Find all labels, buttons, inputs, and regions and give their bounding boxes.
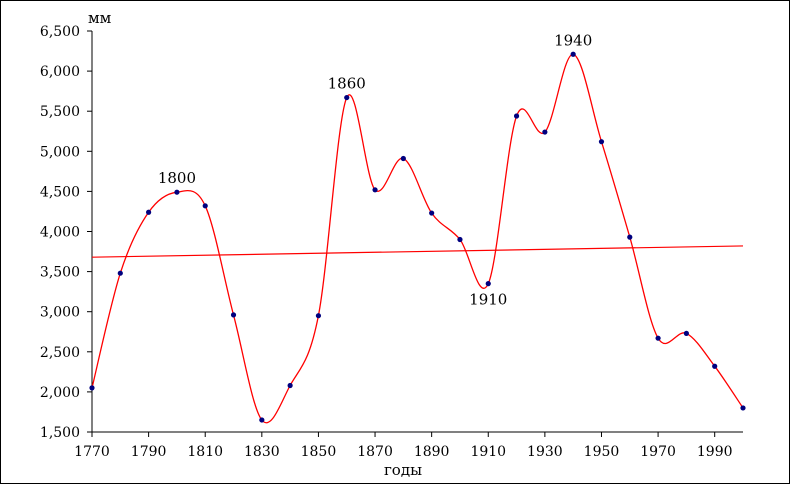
data-point — [485, 281, 491, 287]
data-point — [174, 189, 180, 195]
x-tick-label: 1850 — [301, 444, 337, 460]
data-point — [230, 312, 237, 318]
data-point — [89, 385, 95, 391]
y-tick-label: 4,500 — [40, 184, 80, 200]
y-tick-label: 5,000 — [40, 144, 80, 160]
data-point — [627, 234, 633, 240]
x-tick-label: 1810 — [187, 444, 223, 460]
ticks: 1,500 2,000 2,500 3,000 3,500 4,000 4,500 5,000… — [40, 24, 733, 460]
peak-label: 1940 — [554, 31, 592, 49]
trend-line — [91, 245, 744, 258]
data-point — [513, 113, 520, 119]
x-tick-label: 1770 — [74, 444, 110, 460]
markers — [89, 51, 746, 423]
y-tick-label: 6,500 — [40, 24, 80, 40]
peak-label: 1860 — [328, 75, 366, 93]
peak-label: 1800 — [158, 169, 196, 187]
y-tick-label: 5,500 — [40, 104, 80, 120]
x-tick-label: 1870 — [357, 444, 393, 460]
data-point — [542, 129, 548, 135]
x-tick-label: 1990 — [697, 444, 733, 460]
data-point — [287, 382, 293, 389]
data-point — [146, 209, 152, 215]
data-point — [655, 335, 661, 341]
trend — [91, 245, 744, 258]
y-tick-label: 3,500 — [40, 265, 80, 281]
data-point — [429, 210, 435, 216]
data-point — [683, 330, 689, 336]
data-point — [372, 187, 378, 193]
x-tick-label: 1830 — [244, 444, 280, 460]
data-point — [400, 155, 406, 162]
annotations: 1800 1860 1910 1940 — [158, 31, 592, 308]
data-point — [117, 270, 123, 276]
y-tick-label: 6,000 — [40, 64, 80, 80]
axes: мм годы — [88, 9, 743, 479]
y-tick-label: 4,000 — [40, 225, 80, 241]
x-tick-label: 1930 — [527, 444, 563, 460]
data-point — [712, 363, 718, 369]
data-point — [598, 139, 605, 145]
x-tick-label: 1970 — [640, 444, 676, 460]
data-point — [315, 313, 322, 319]
data-point — [740, 405, 746, 411]
y-tick-label: 1,500 — [40, 425, 80, 441]
y-tick-label: 3,000 — [40, 305, 80, 321]
x-axis-title: годы — [384, 461, 422, 479]
peak-label: 1910 — [469, 291, 507, 309]
data-point — [202, 203, 208, 209]
x-tick-label: 1910 — [470, 444, 506, 460]
series-line — [91, 53, 744, 424]
data-point — [570, 51, 576, 57]
x-tick-label: 1790 — [131, 444, 167, 460]
data-point — [344, 94, 350, 101]
data-point — [457, 236, 463, 243]
series — [91, 53, 744, 424]
x-tick-label: 1890 — [414, 444, 450, 460]
x-tick-label: 1950 — [584, 444, 620, 460]
y-tick-label: 2,500 — [40, 345, 80, 361]
y-axis-title: мм — [88, 9, 112, 27]
y-tick-label: 2,000 — [40, 385, 80, 401]
data-point — [259, 417, 265, 423]
